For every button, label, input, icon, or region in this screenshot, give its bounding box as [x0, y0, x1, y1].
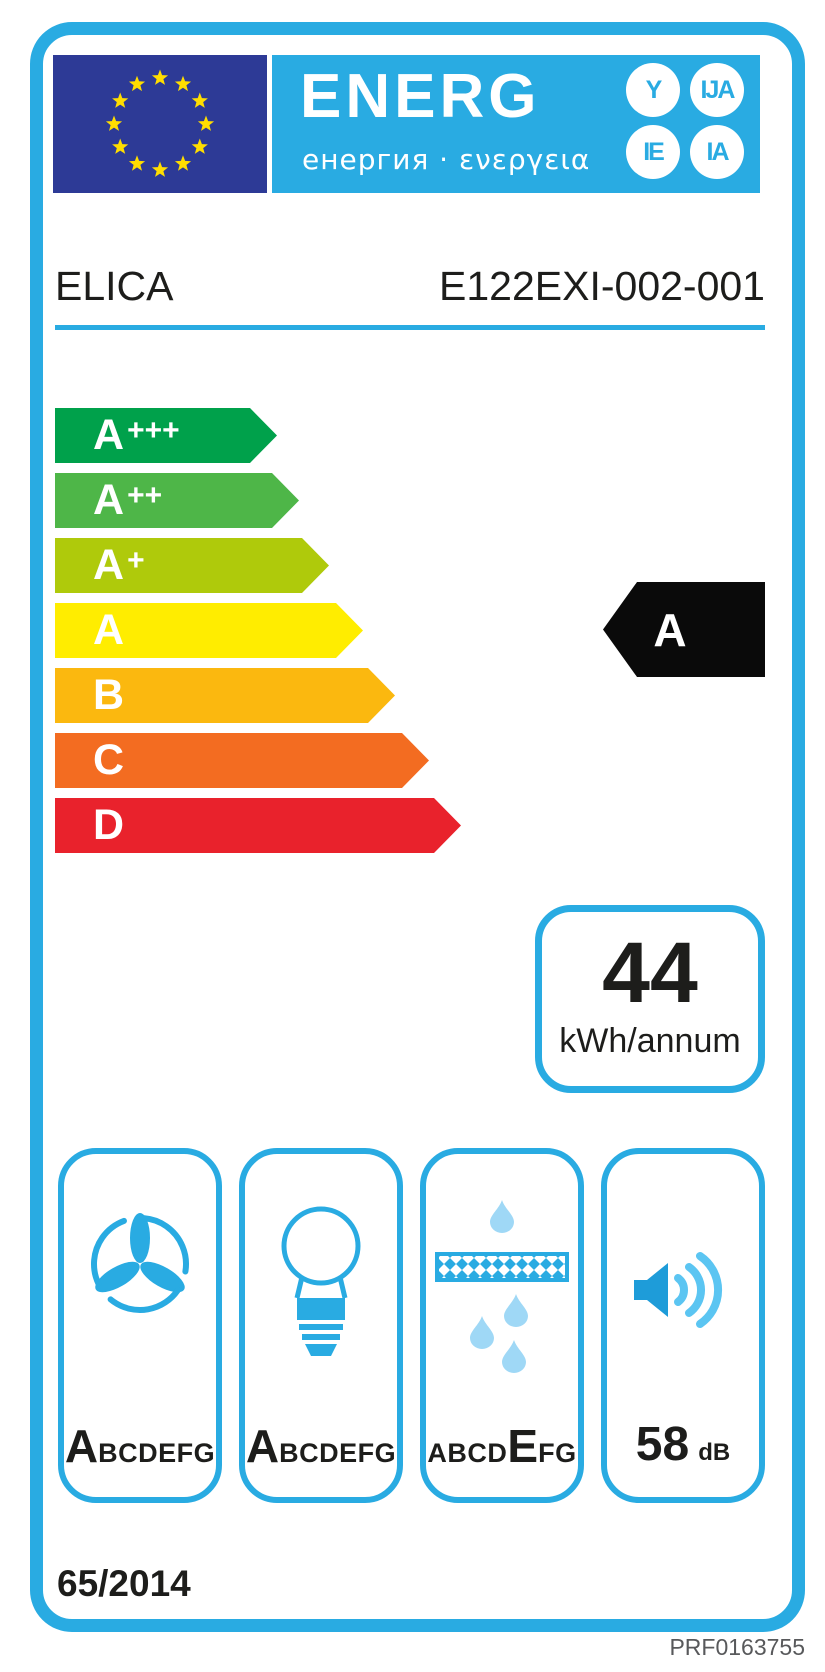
class-arrow-a-plus: A +: [55, 538, 329, 593]
grade-suffix: FG: [538, 1438, 577, 1468]
noise-level-box: 58 dB: [601, 1148, 765, 1503]
eu-flag: [53, 55, 267, 193]
grade-suffix: BCDEFG: [98, 1438, 216, 1468]
class-arrow-d: D: [55, 798, 461, 853]
lighting-grade: A BCDEFG: [245, 1423, 397, 1469]
brand-name: ELICA: [55, 263, 174, 309]
class-letter: A: [93, 476, 125, 524]
model-number: E122EXI-002-001: [439, 263, 765, 309]
eu-stars-icon: [105, 69, 215, 177]
energy-logo-text: ENERG: [300, 62, 541, 131]
class-letter: A: [93, 541, 125, 589]
noise-unit: dB: [698, 1439, 731, 1466]
selected-class-letter: A: [653, 603, 687, 656]
class-arrow-a-plus-plus-plus: A +++: [55, 408, 277, 463]
grade-highlight: A: [64, 1420, 99, 1472]
divider: [55, 325, 765, 330]
grade-suffix: BCDEFG: [279, 1438, 397, 1468]
lighting-efficiency-box: A BCDEFG: [239, 1148, 403, 1503]
selected-class-arrow: A: [603, 582, 765, 677]
language-badges: Y IJA IE IA: [624, 63, 752, 185]
class-arrow-b: B: [55, 668, 395, 723]
language-badge: Y: [626, 63, 680, 117]
energy-logo-languages: енергия · ενεργεια: [302, 143, 591, 176]
product-row: ELICA E122EXI-002-001: [55, 263, 765, 310]
fan-icon: [64, 1212, 216, 1316]
language-badge: IE: [626, 125, 680, 179]
class-letter: B: [93, 671, 125, 719]
class-suffix: +: [127, 543, 145, 577]
class-suffix: +++: [127, 413, 180, 447]
noise-value: 58: [635, 1418, 690, 1471]
class-arrow-a-plus-plus: A ++: [55, 473, 299, 528]
energy-logo: ENERG енергия · ενεργεια Y IJA IE IA: [272, 55, 760, 193]
class-arrow-c: C: [55, 733, 429, 788]
bulb-icon: [245, 1202, 397, 1378]
class-letter: A: [93, 411, 125, 459]
fan-grade: A BCDEFG: [64, 1423, 216, 1469]
grease-filter-icon: [426, 1198, 578, 1384]
grade-highlight: A: [245, 1420, 280, 1472]
grade-highlight: E: [507, 1420, 539, 1472]
class-letter: D: [93, 801, 125, 849]
language-badge: IA: [690, 125, 744, 179]
energy-unit: kWh/annum: [559, 1022, 741, 1060]
noise-value-row: 58 dB: [607, 1421, 759, 1469]
grease-filtering-box: ABCD E FG: [420, 1148, 584, 1503]
class-suffix: ++: [127, 478, 163, 512]
energy-consumption-box: 44 kWh/annum: [535, 905, 765, 1093]
fan-efficiency-box: A BCDEFG: [58, 1148, 222, 1503]
class-letter: A: [93, 606, 125, 654]
grease-grade: ABCD E FG: [426, 1423, 578, 1469]
class-letter: C: [93, 736, 125, 784]
grade-prefix: ABCD: [427, 1438, 508, 1468]
regulation-number: 65/2014: [57, 1563, 191, 1604]
noise-icon: [607, 1240, 759, 1340]
energy-value: 44: [602, 925, 698, 1021]
reference-code: PRF0163755: [669, 1634, 805, 1660]
class-arrow-a: A: [55, 603, 363, 658]
energy-label: ENERG енергия · ενεργεια Y IJA IE IA ELI…: [30, 22, 805, 1632]
language-badge: IJA: [690, 63, 744, 117]
